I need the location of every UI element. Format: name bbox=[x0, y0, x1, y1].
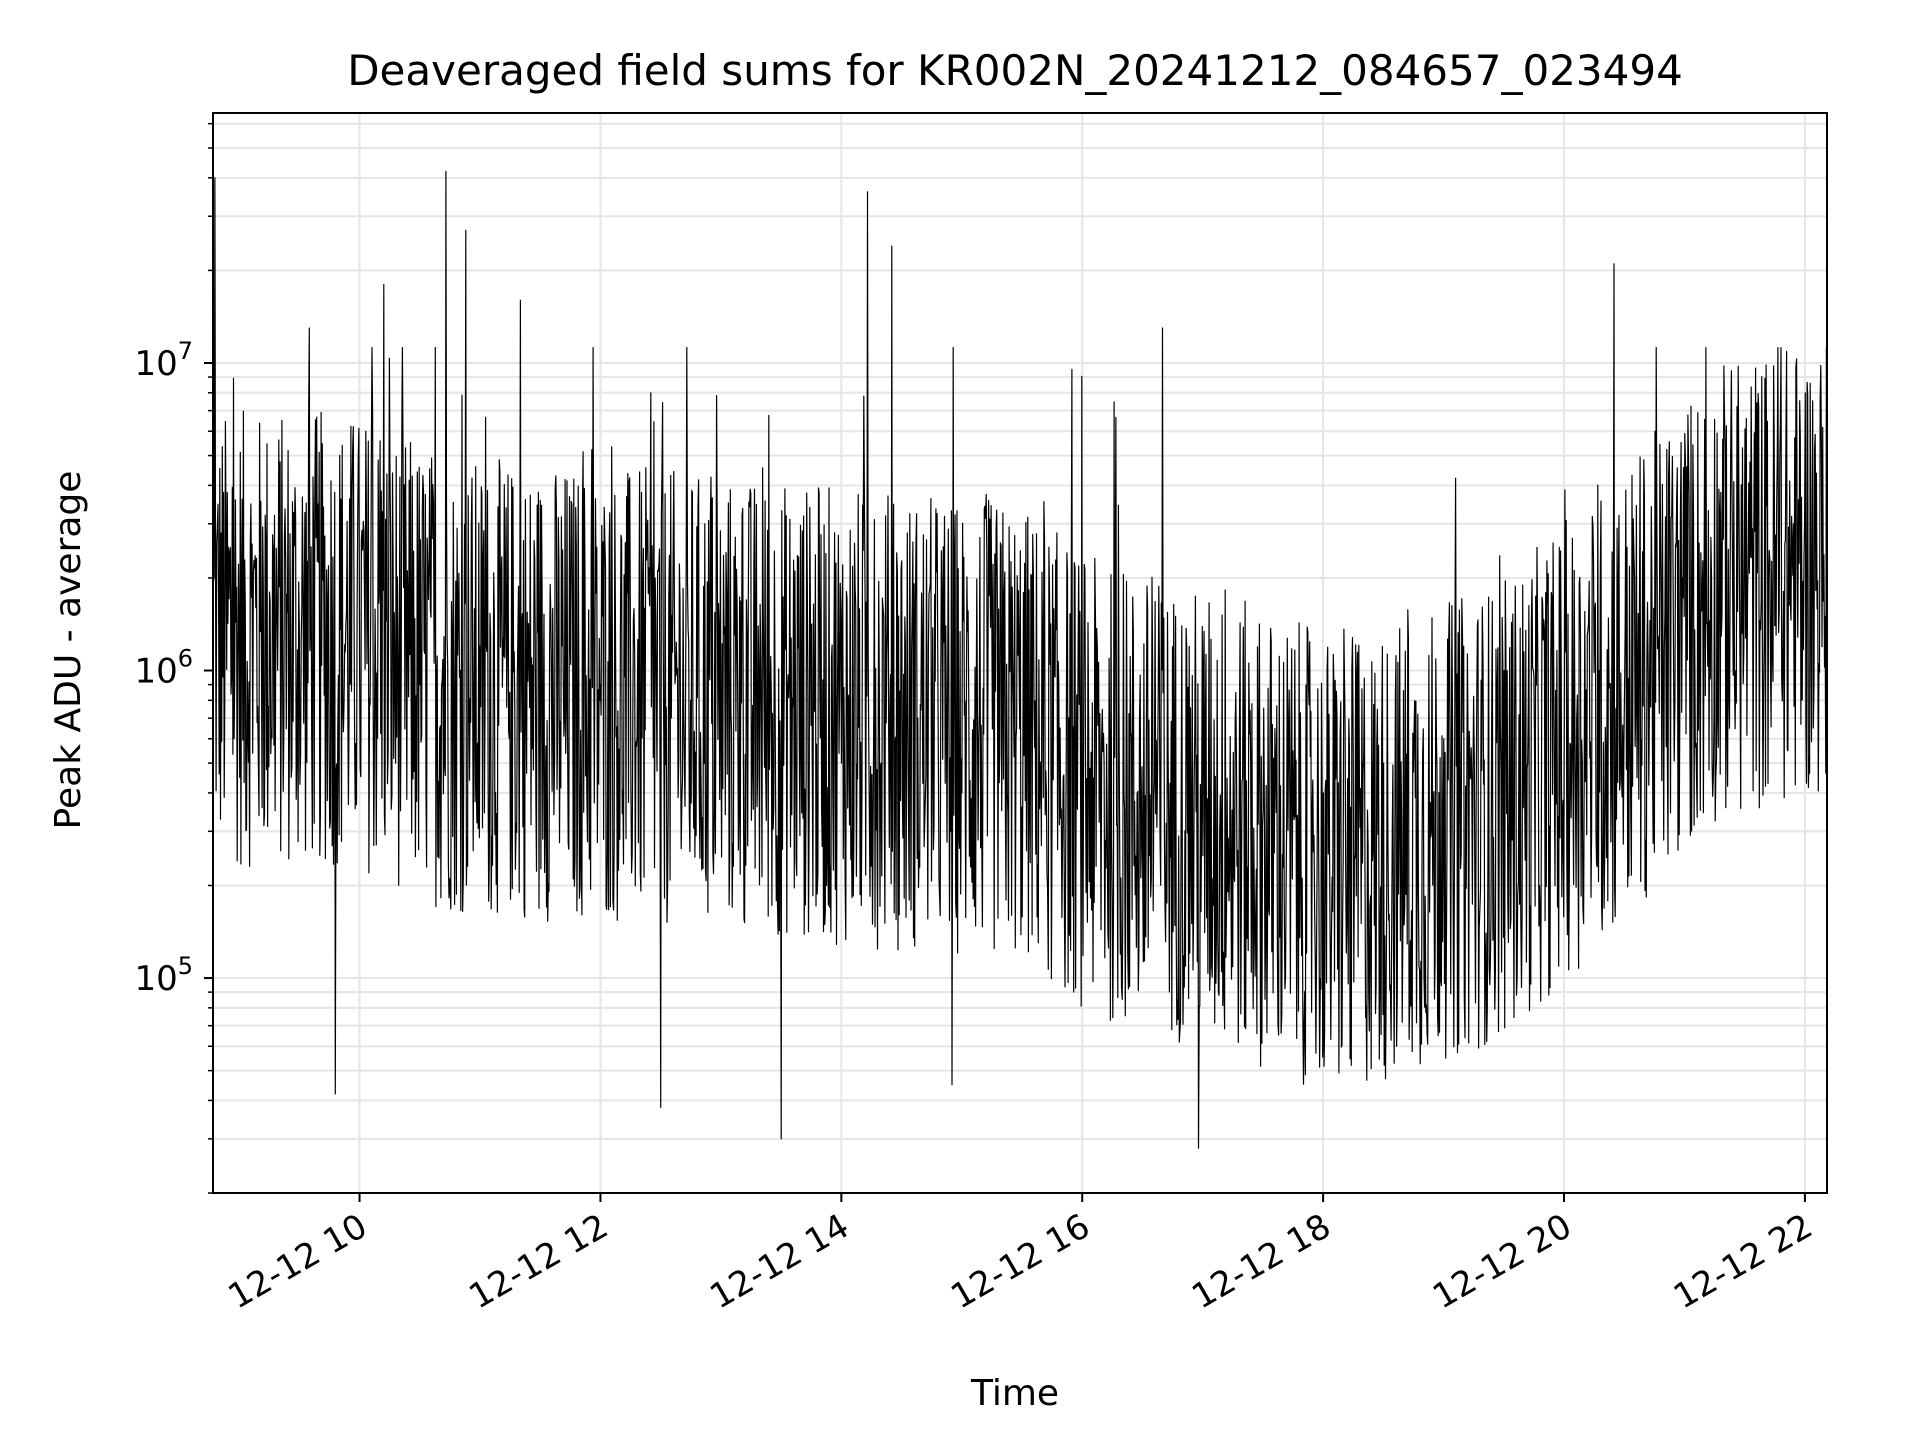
data-series bbox=[212, 170, 1828, 1149]
x-tick-labels: 12-12 10 12-12 12 12-12 14 12-12 16 12-12 18… bbox=[222, 1206, 1820, 1317]
x-tick-label: 12-12 14 bbox=[703, 1206, 855, 1317]
x-tick-label: 12-12 18 bbox=[1185, 1206, 1337, 1317]
chart-title: Deaveraged field sums for KR002N_2024121… bbox=[347, 46, 1683, 95]
x-tick-label: 12-12 12 bbox=[463, 1206, 615, 1317]
x-tick-label: 12-12 22 bbox=[1667, 1206, 1819, 1317]
x-tick-label: 12-12 10 bbox=[222, 1206, 374, 1317]
series-line bbox=[212, 170, 1828, 1149]
y-tick-label: 106 bbox=[134, 645, 193, 692]
y-tick-label: 105 bbox=[134, 952, 193, 999]
x-axis-label: Time bbox=[970, 1373, 1059, 1414]
y-axis-label: Peak ADU - average bbox=[48, 471, 89, 830]
y-tick-labels: 105 106 107 bbox=[134, 337, 193, 999]
axis-ticks bbox=[204, 122, 1806, 1202]
plot-frame bbox=[212, 112, 1828, 1194]
x-tick-label: 12-12 16 bbox=[944, 1206, 1096, 1317]
y-tick-label: 107 bbox=[134, 337, 193, 384]
x-tick-label: 12-12 20 bbox=[1426, 1206, 1578, 1317]
